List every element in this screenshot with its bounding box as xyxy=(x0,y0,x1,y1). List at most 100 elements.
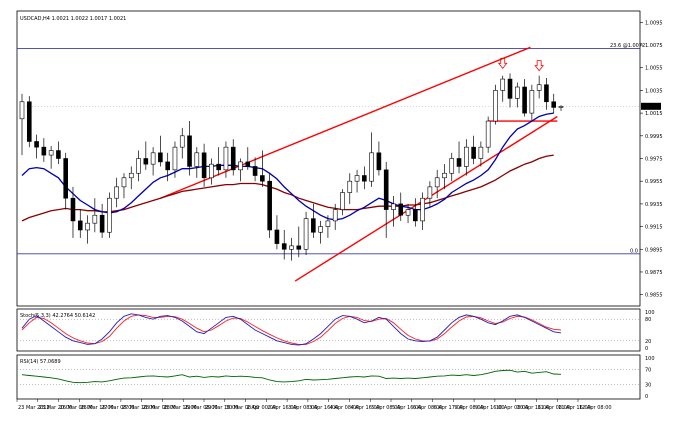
candle xyxy=(347,173,353,204)
time-tick-label: 27 Mar 16:00 xyxy=(122,405,155,411)
candle xyxy=(158,135,163,167)
time-tick-label: 11 Apr 08:00 xyxy=(537,405,570,411)
candle xyxy=(376,141,382,176)
candle xyxy=(456,141,462,174)
candle xyxy=(194,147,200,178)
candle-body xyxy=(26,101,32,142)
price-tick-label: 0.9895 xyxy=(645,247,663,253)
stochastic-tick-label: 80 xyxy=(645,317,651,323)
candle xyxy=(63,152,69,210)
candle xyxy=(216,147,221,176)
candle-body xyxy=(311,218,316,233)
candle xyxy=(136,150,141,182)
time-tick-label: 3 Apr 16:00 xyxy=(309,405,338,411)
candle-body xyxy=(209,163,214,179)
candle xyxy=(143,141,149,170)
candle xyxy=(128,166,134,190)
candle-body xyxy=(187,135,192,167)
candle-body xyxy=(107,197,112,233)
candle xyxy=(48,146,54,169)
candle xyxy=(522,79,527,117)
candle xyxy=(464,139,469,176)
candle xyxy=(391,195,396,227)
candle-body xyxy=(544,84,549,103)
price-tick-label: 1.0095 xyxy=(645,20,663,26)
candle-body xyxy=(427,186,433,199)
candle-body xyxy=(48,150,54,156)
candle xyxy=(420,192,425,230)
candle-body xyxy=(63,158,69,199)
stochastic-signal-line xyxy=(21,314,562,345)
candle-body xyxy=(369,152,374,182)
candle-body xyxy=(296,245,302,250)
price-tick-label: 1.0055 xyxy=(645,66,663,72)
candle-body xyxy=(19,101,25,120)
time-tick-label: 10 Apr 16:00 xyxy=(517,405,550,411)
candle-body xyxy=(143,158,149,165)
rsi-line xyxy=(21,369,562,384)
candle xyxy=(107,192,112,238)
candle-body xyxy=(391,203,396,210)
candle-body xyxy=(493,90,498,122)
time-tick-label: 23 Mar 20:00 xyxy=(39,405,72,411)
candle xyxy=(201,143,207,187)
channel-lower-line xyxy=(294,115,558,282)
last-price-label: 1.0021 xyxy=(643,104,661,110)
candle-body xyxy=(289,245,294,250)
candle-body xyxy=(223,146,229,171)
candle-body xyxy=(332,209,338,222)
time-tick-label: 26 Mar 16:00 xyxy=(80,405,113,411)
time-tick-label: 30 Mar 08:00 xyxy=(226,405,259,411)
candle xyxy=(478,141,484,167)
candle xyxy=(413,198,418,227)
price-tick-label: 0.9935 xyxy=(645,202,663,208)
time-tick-label: 3 Apr 08:00 xyxy=(288,405,317,411)
time-tick-label: 29 Mar 08:00 xyxy=(184,405,217,411)
fib-label-bottom: 0.0 xyxy=(630,248,638,254)
candle xyxy=(536,75,542,99)
stochastic-tick-label: 100 xyxy=(645,310,655,316)
down-arrow-marker xyxy=(497,57,508,69)
candle-body xyxy=(558,106,564,108)
candle xyxy=(209,158,214,185)
candle xyxy=(398,192,404,221)
candle-body xyxy=(500,78,506,91)
candle xyxy=(267,173,272,238)
candle xyxy=(19,93,25,156)
candle xyxy=(230,139,236,176)
time-tick-label: 27 Mar 08:00 xyxy=(101,405,134,411)
candle xyxy=(325,215,331,238)
candle-body xyxy=(114,186,119,199)
candle xyxy=(238,158,243,182)
down-arrow-marker xyxy=(534,60,544,72)
price-pane-content: 23.6 @1.0072 0.0 xyxy=(17,43,645,282)
candle xyxy=(427,181,433,208)
candle-body xyxy=(485,120,491,148)
candle xyxy=(529,84,535,122)
candle-body xyxy=(99,214,105,233)
candle-body xyxy=(507,78,513,99)
last-price-tag xyxy=(641,102,661,110)
candle xyxy=(383,161,389,238)
time-tick-label: 29 Mar 16:00 xyxy=(205,405,238,411)
candle-body xyxy=(267,180,272,231)
candle xyxy=(150,147,156,176)
price-pane-title: USDCAD,H4 1.0021 1.0022 1.0017 1.0021 xyxy=(20,16,126,22)
candle xyxy=(114,177,119,208)
candle-body xyxy=(77,220,83,231)
time-tick-label: 4 Apr 08:00 xyxy=(330,405,359,411)
candle xyxy=(558,105,564,111)
candle xyxy=(121,173,127,199)
candle xyxy=(26,96,32,148)
candle-body xyxy=(442,172,447,179)
candle-body xyxy=(514,86,520,99)
candle-body xyxy=(194,152,200,167)
price-tick-label: 0.9915 xyxy=(645,225,663,231)
fib-label-top: 23.6 @1.0072 xyxy=(610,43,645,49)
candle xyxy=(85,215,90,244)
time-tick-label: 28 Mar 16:00 xyxy=(163,405,196,411)
candle-body xyxy=(325,220,331,227)
